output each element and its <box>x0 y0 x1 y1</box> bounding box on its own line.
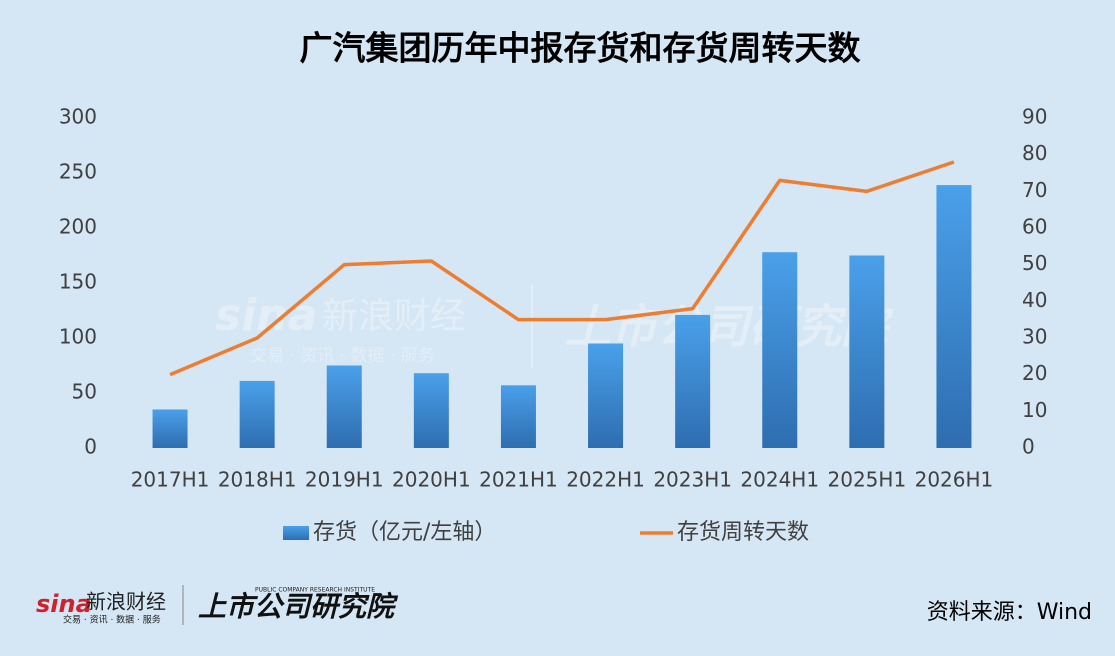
y-tick-label: 150 <box>59 270 97 294</box>
bar <box>326 365 362 448</box>
footer-institute-en: PUBLIC COMPANY RESEARCH INSTITUTE <box>255 587 375 594</box>
y-tick-label: 200 <box>59 215 97 239</box>
y2-tick-label: 80 <box>1022 141 1047 165</box>
y2-tick-label: 50 <box>1022 251 1047 275</box>
bar <box>500 385 536 448</box>
x-tick-label: 2024H1 <box>740 468 819 492</box>
y-tick-label: 250 <box>59 160 97 184</box>
line <box>169 160 955 377</box>
y2-tick-label: 30 <box>1022 325 1047 349</box>
x-tick-label: 2023H1 <box>653 468 732 492</box>
bar <box>152 409 188 448</box>
y-tick-label: 100 <box>59 325 97 349</box>
footer-tagline: 交易 · 资讯 · 数据 · 服务 <box>63 614 161 626</box>
watermark-sina: sina <box>215 290 317 341</box>
x-tick-label: 2017H1 <box>131 468 210 492</box>
x-tick-label: 2021H1 <box>479 468 558 492</box>
x-tick-label: 2019H1 <box>305 468 384 492</box>
y2-tick-label: 60 <box>1022 215 1047 239</box>
bar <box>936 185 972 448</box>
footer-sina: sina <box>36 590 92 618</box>
x-tick-label: 2018H1 <box>218 468 297 492</box>
y2-tick-label: 20 <box>1022 361 1047 385</box>
legend-label: 存货周转天数 <box>677 520 809 545</box>
bar <box>849 255 885 448</box>
bar <box>239 380 275 448</box>
bar <box>762 252 798 448</box>
y-tick-label: 300 <box>59 105 97 129</box>
bar <box>413 373 449 448</box>
source: 资料来源：Wind <box>927 600 1092 625</box>
watermark: sina 新浪财经 交易 · 资讯 · 数据 · 服务 上市公司研究院 <box>215 285 894 368</box>
x-tick-label: 2022H1 <box>566 468 645 492</box>
y2-tick-label: 10 <box>1022 398 1047 422</box>
y2-tick-label: 0 <box>1022 435 1035 459</box>
footer-institute: 上市公司研究院 <box>198 590 399 623</box>
watermark-sina-name: 新浪财经 <box>322 296 466 337</box>
x-tick-label: 2025H1 <box>828 468 907 492</box>
x-tick-label: 2026H1 <box>915 468 994 492</box>
bar <box>588 343 624 448</box>
y2-tick-label: 40 <box>1022 288 1047 312</box>
legend-label: 存货（亿元/左轴） <box>313 520 496 545</box>
y2-tick-label: 90 <box>1022 105 1047 129</box>
legend-swatch <box>283 526 309 540</box>
chart-title: 广汽集团历年中报存货和存货周转天数 <box>300 29 862 68</box>
footer-sina-name: 新浪财经 <box>86 590 166 614</box>
bar <box>675 314 711 448</box>
y-tick-label: 0 <box>84 435 97 459</box>
y-tick-label: 50 <box>72 380 97 404</box>
x-tick-label: 2020H1 <box>392 468 471 492</box>
watermark-tagline: 交易 · 资讯 · 数据 · 服务 <box>250 346 435 366</box>
y2-tick-label: 70 <box>1022 178 1047 202</box>
